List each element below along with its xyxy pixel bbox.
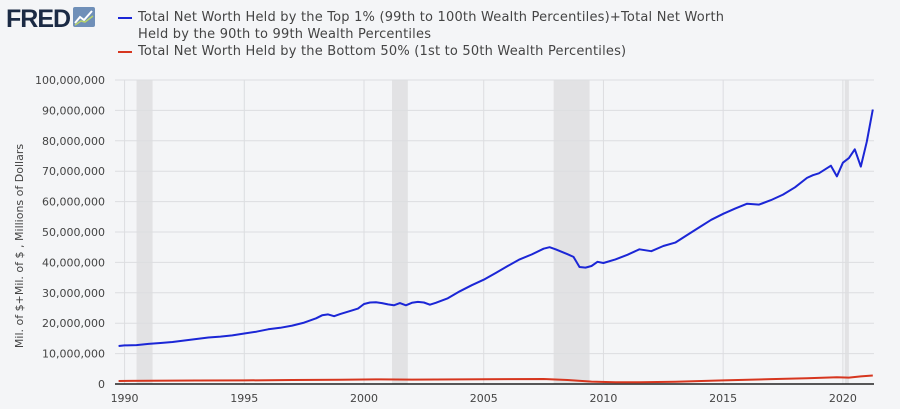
legend-item-top-10-percent[interactable]: Total Net Worth Held by the Top 1% (99th… <box>118 9 758 43</box>
fred-logo[interactable]: FRED <box>6 5 96 33</box>
chart-legend: Total Net Worth Held by the Top 1% (99th… <box>118 9 758 60</box>
x-tick-label: 2020 <box>829 392 857 405</box>
y-axis-title: Mil. of $+Mil. of $ , Millions of Dollar… <box>13 144 26 348</box>
legend-label: Total Net Worth Held by the Bottom 50% (… <box>138 44 627 59</box>
x-tick-label: 1990 <box>111 392 139 405</box>
y-tick-label: 50,000,000 <box>42 226 105 239</box>
legend-item-bottom-50-percent[interactable]: Total Net Worth Held by the Bottom 50% (… <box>118 43 758 60</box>
y-tick-label: 10,000,000 <box>42 348 105 361</box>
x-tick-label: 2000 <box>350 392 378 405</box>
y-tick-label: 60,000,000 <box>42 196 105 209</box>
y-tick-label: 80,000,000 <box>42 135 105 148</box>
legend-swatch-red <box>118 51 132 53</box>
legend-swatch-blue <box>118 17 132 19</box>
y-tick-label: 20,000,000 <box>42 317 105 330</box>
fred-logo-text: FRED <box>6 5 71 33</box>
y-tick-label: 90,000,000 <box>42 104 105 117</box>
y-axis-tick-labels: 0 10,000,000 20,000,000 30,000,000 40,000,00… <box>35 74 105 391</box>
gridlines <box>115 79 874 384</box>
series-line-0 <box>118 109 874 347</box>
y-tick-label: 0 <box>98 378 105 391</box>
x-tick-label: 2005 <box>470 392 498 405</box>
legend-label: Total Net Worth Held by the Top 1% (99th… <box>138 10 725 42</box>
series-lines <box>118 109 874 384</box>
series-line-1 <box>118 374 873 384</box>
fred-chart-logo-icon <box>73 7 96 31</box>
x-tick-label: 1995 <box>230 392 258 405</box>
x-tick-label: 2010 <box>589 392 617 405</box>
y-tick-label: 40,000,000 <box>42 256 105 269</box>
y-tick-label: 30,000,000 <box>42 287 105 300</box>
y-tick-label: 100,000,000 <box>35 74 105 87</box>
x-axis-tick-labels: 1990 1995 2000 2005 2010 2015 2020 <box>111 392 857 405</box>
x-tick-label: 2015 <box>709 392 737 405</box>
y-tick-label: 70,000,000 <box>42 165 105 178</box>
